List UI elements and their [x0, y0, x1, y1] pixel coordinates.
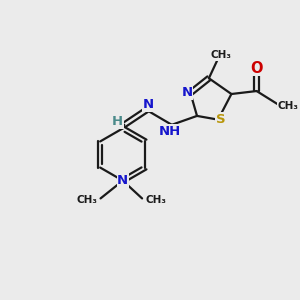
- Text: CH₃: CH₃: [278, 101, 299, 111]
- Text: CH₃: CH₃: [76, 195, 98, 205]
- Text: NH: NH: [159, 125, 182, 138]
- Text: N: N: [117, 174, 128, 187]
- Text: H: H: [112, 115, 123, 128]
- Text: CH₃: CH₃: [145, 195, 166, 205]
- Text: N: N: [181, 86, 192, 99]
- Text: S: S: [216, 113, 225, 126]
- Text: CH₃: CH₃: [210, 50, 231, 60]
- Text: N: N: [142, 98, 154, 111]
- Text: O: O: [250, 61, 263, 76]
